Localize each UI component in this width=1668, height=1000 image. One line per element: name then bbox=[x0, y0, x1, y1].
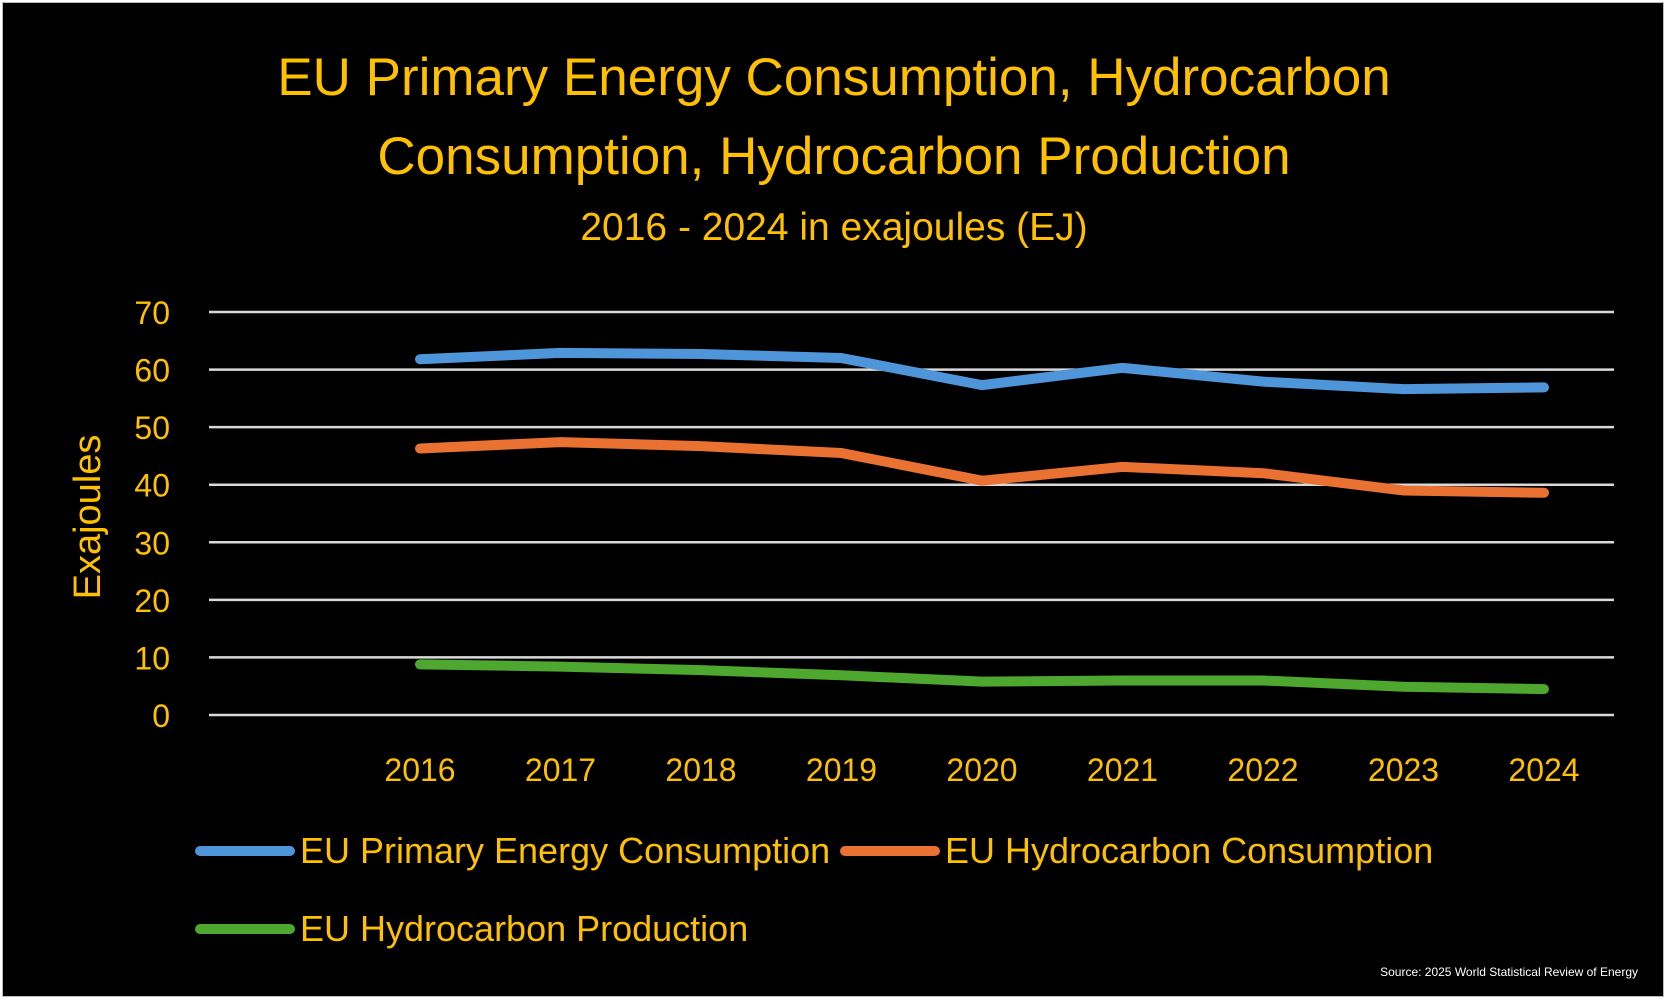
x-tick-label: 2019 bbox=[806, 752, 877, 788]
y-tick-label: 10 bbox=[134, 640, 170, 676]
x-tick-label: 2017 bbox=[525, 752, 596, 788]
legend-label-0: EU Primary Energy Consumption bbox=[300, 830, 830, 871]
y-tick-label: 40 bbox=[134, 468, 170, 504]
source-note: Source: 2025 World Statistical Review of… bbox=[1380, 965, 1638, 979]
y-tick-label: 30 bbox=[134, 525, 170, 561]
x-tick-label: 2018 bbox=[665, 752, 736, 788]
y-tick-label: 0 bbox=[152, 698, 170, 734]
x-tick-label: 2023 bbox=[1368, 752, 1439, 788]
x-tick-label: 2024 bbox=[1508, 752, 1579, 788]
legend-label-1: EU Hydrocarbon Consumption bbox=[945, 830, 1433, 871]
y-tick-label: 50 bbox=[134, 410, 170, 446]
y-axis-label: Exajoules bbox=[67, 435, 109, 600]
x-tick-label: 2022 bbox=[1227, 752, 1298, 788]
x-tick-label: 2016 bbox=[384, 752, 455, 788]
y-tick-label: 20 bbox=[134, 583, 170, 619]
series-line-0 bbox=[415, 347, 1549, 395]
y-tick-label: 70 bbox=[134, 295, 170, 331]
x-tick-label: 2021 bbox=[1087, 752, 1158, 788]
series-line-1 bbox=[415, 437, 1549, 498]
legend-label-2: EU Hydrocarbon Production bbox=[300, 908, 748, 949]
y-tick-label: 60 bbox=[134, 353, 170, 389]
chart-title-line-2: Consumption, Hydrocarbon Production bbox=[377, 127, 1290, 186]
x-tick-label: 2020 bbox=[946, 752, 1017, 788]
series-line-2 bbox=[415, 659, 1549, 695]
chart-subtitle: 2016 - 2024 in exajoules (EJ) bbox=[580, 206, 1087, 249]
chart-title-line-1: EU Primary Energy Consumption, Hydrocarb… bbox=[277, 48, 1390, 107]
